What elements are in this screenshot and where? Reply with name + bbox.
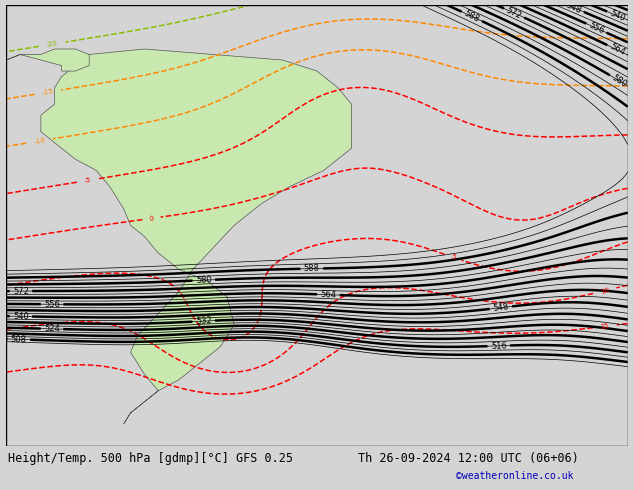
Text: 0: 0 [149, 215, 154, 221]
Text: 588: 588 [463, 9, 481, 24]
Text: -15: -15 [42, 88, 54, 96]
Text: 524: 524 [44, 324, 60, 334]
Text: 556: 556 [587, 21, 605, 36]
Text: 564: 564 [608, 42, 626, 58]
Text: 540: 540 [13, 312, 29, 321]
Text: 516: 516 [491, 341, 507, 350]
Text: Th 26-09-2024 12:00 UTC (06+06): Th 26-09-2024 12:00 UTC (06+06) [358, 451, 579, 465]
Polygon shape [6, 49, 89, 71]
Text: 532: 532 [196, 316, 212, 326]
Text: Height/Temp. 500 hPa [gdmp][°C] GFS 0.25: Height/Temp. 500 hPa [gdmp][°C] GFS 0.25 [8, 451, 293, 465]
Text: 588: 588 [304, 264, 320, 273]
Text: 508: 508 [11, 335, 27, 344]
Text: 5: 5 [450, 254, 456, 261]
Text: -5: -5 [84, 177, 91, 184]
Text: 548: 548 [493, 302, 509, 313]
Text: 556: 556 [44, 300, 60, 309]
Text: 15: 15 [600, 323, 610, 330]
Text: ©weatheronline.co.uk: ©weatheronline.co.uk [456, 471, 574, 481]
Text: 580: 580 [196, 275, 212, 285]
Text: -10: -10 [34, 137, 46, 145]
Text: 580: 580 [611, 73, 628, 89]
Text: 548: 548 [564, 0, 583, 15]
Text: 572: 572 [505, 5, 523, 21]
Text: 10: 10 [600, 287, 610, 294]
Text: 564: 564 [320, 290, 337, 299]
Text: 540: 540 [608, 8, 626, 23]
Text: -20: -20 [46, 40, 58, 48]
Text: 572: 572 [13, 287, 29, 295]
Polygon shape [41, 49, 351, 424]
